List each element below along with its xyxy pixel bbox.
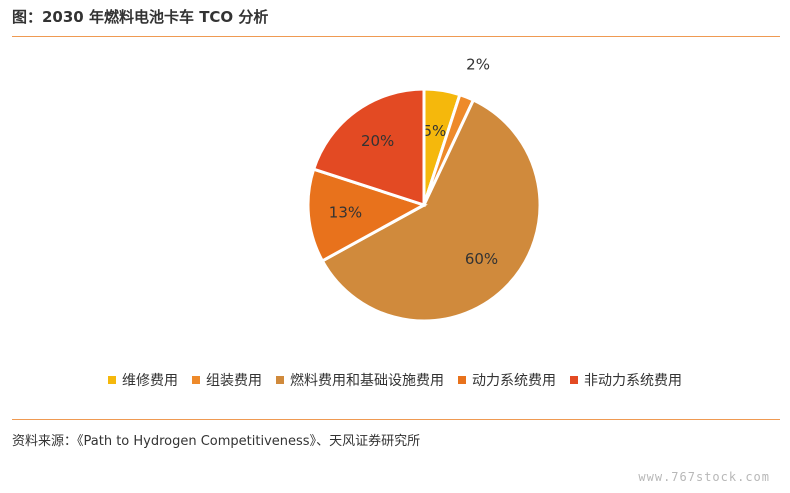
source-divider bbox=[12, 419, 780, 420]
legend-label: 组装费用 bbox=[206, 373, 262, 389]
legend-item: 维修费用 bbox=[108, 370, 178, 390]
legend-label: 非动力系统费用 bbox=[584, 373, 682, 389]
legend-item: 动力系统费用 bbox=[458, 370, 556, 390]
chart-title: 图：2030 年燃料电池卡车 TCO 分析 bbox=[12, 8, 269, 26]
pie-chart: 5% 2% 60% 13% 20% bbox=[306, 56, 542, 323]
legend-label: 燃料费用和基础设施费用 bbox=[290, 373, 444, 389]
pie-slice bbox=[320, 98, 542, 323]
data-label: 5% bbox=[422, 122, 446, 140]
legend-swatch bbox=[458, 376, 466, 384]
data-label: 60% bbox=[465, 250, 498, 268]
watermark: www.767stock.com bbox=[638, 470, 770, 484]
pie-slice bbox=[311, 87, 426, 208]
title-divider bbox=[12, 36, 780, 37]
data-label: 2% bbox=[466, 56, 490, 74]
legend-swatch bbox=[192, 376, 200, 384]
pie-slice bbox=[306, 167, 428, 263]
legend-swatch bbox=[276, 376, 284, 384]
data-label: 20% bbox=[361, 132, 394, 150]
legend-item: 组装费用 bbox=[192, 370, 262, 390]
legend-swatch bbox=[570, 376, 578, 384]
legend-item: 燃料费用和基础设施费用 bbox=[276, 370, 444, 390]
legend-swatch bbox=[108, 376, 116, 384]
legend-item: 非动力系统费用 bbox=[570, 370, 682, 390]
source-note: 资料来源：《Path to Hydrogen Competitiveness》、… bbox=[12, 434, 421, 449]
legend-label: 动力系统费用 bbox=[472, 373, 556, 389]
chart-legend: 维修费用 组装费用 燃料费用和基础设施费用 动力系统费用 非动力系统费用 bbox=[0, 370, 790, 390]
data-label: 13% bbox=[329, 203, 362, 221]
legend-label: 维修费用 bbox=[122, 373, 178, 389]
